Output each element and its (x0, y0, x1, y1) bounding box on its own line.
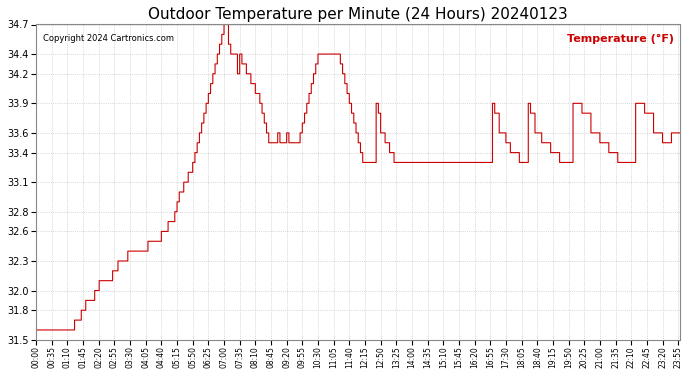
Text: Copyright 2024 Cartronics.com: Copyright 2024 Cartronics.com (43, 34, 173, 43)
Title: Outdoor Temperature per Minute (24 Hours) 20240123: Outdoor Temperature per Minute (24 Hours… (148, 7, 568, 22)
Text: Temperature (°F): Temperature (°F) (567, 34, 674, 44)
